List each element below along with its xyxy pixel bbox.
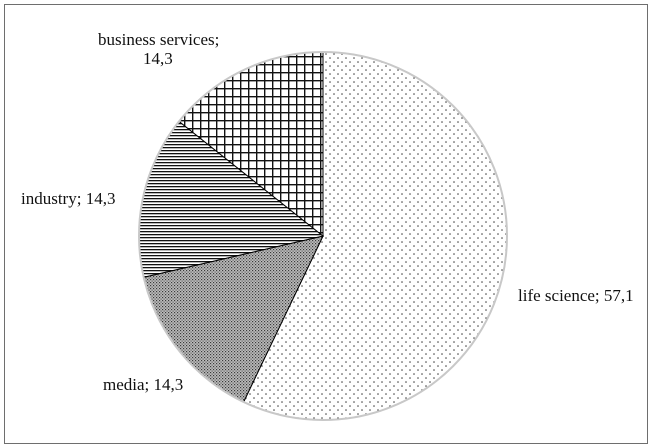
slice-label-industry: industry; 14,3: [21, 189, 115, 208]
pie-slices: [138, 51, 508, 421]
slice-label-business-services-line-1: business services;: [98, 30, 219, 49]
slice-label-life-science: life science; 57,1: [518, 286, 634, 305]
pie-rim: [138, 51, 508, 421]
slice-label-media: media; 14,3: [103, 375, 183, 394]
slice-label-business-services-line-2: 14,3: [143, 49, 173, 68]
